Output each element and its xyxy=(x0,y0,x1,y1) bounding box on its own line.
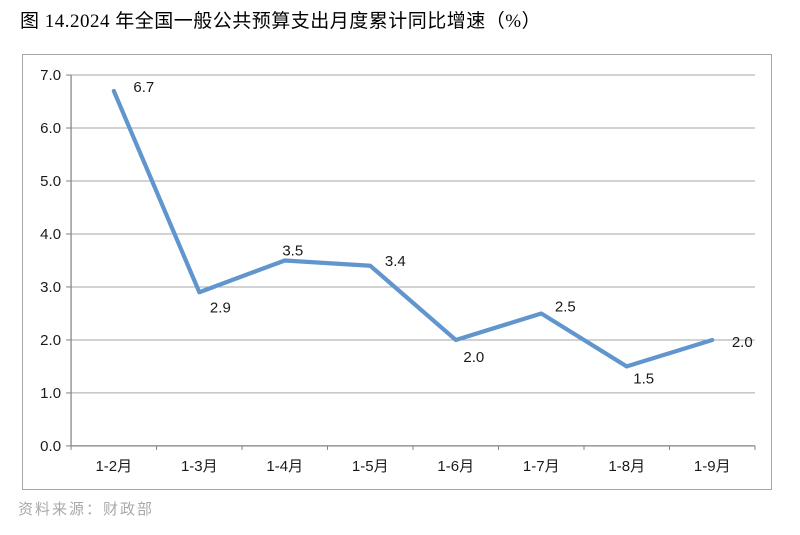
svg-text:6.7: 6.7 xyxy=(133,79,154,96)
svg-text:6.0: 6.0 xyxy=(40,120,61,137)
svg-text:1.0: 1.0 xyxy=(40,385,61,402)
svg-text:1-8月: 1-8月 xyxy=(608,458,645,475)
gridlines xyxy=(71,74,755,394)
svg-text:1-7月: 1-7月 xyxy=(523,458,560,475)
svg-text:2.0: 2.0 xyxy=(40,332,61,349)
svg-text:5.0: 5.0 xyxy=(40,173,61,190)
svg-text:3.4: 3.4 xyxy=(385,253,406,270)
series-line xyxy=(111,88,715,369)
chart-title: 图 14.2024 年全国一般公共预算支出月度累计同比增速（%） xyxy=(20,11,542,32)
svg-text:2.5: 2.5 xyxy=(555,298,576,315)
svg-text:2.0: 2.0 xyxy=(463,349,484,366)
y-axis: 0.0 1.0 2.0 3.0 4.0 5.0 6.0 7.0 xyxy=(40,67,72,455)
data-labels: 6.7 2.9 3.5 3.4 2.0 2.5 1.5 2.0 xyxy=(133,79,752,387)
svg-text:2.9: 2.9 xyxy=(210,299,231,316)
svg-text:3.5: 3.5 xyxy=(282,242,303,259)
svg-text:1-2月: 1-2月 xyxy=(95,458,132,475)
svg-text:1-3月: 1-3月 xyxy=(181,458,218,475)
source-note: 资料来源：财政部 xyxy=(18,502,155,518)
svg-text:7.0: 7.0 xyxy=(40,67,61,84)
line-chart: 0.0 1.0 2.0 3.0 4.0 5.0 6.0 7.0 1-2月 1-3月 1-4月 1-5月… xyxy=(40,67,756,475)
svg-text:2.0: 2.0 xyxy=(732,334,753,351)
svg-text:4.0: 4.0 xyxy=(40,226,61,243)
svg-text:1-4月: 1-4月 xyxy=(266,458,303,475)
chart-frame: 0.0 1.0 2.0 3.0 4.0 5.0 6.0 7.0 1-2月 1-3月 1-4月 1-5月… xyxy=(22,54,772,490)
svg-text:1-5月: 1-5月 xyxy=(352,458,389,475)
svg-text:3.0: 3.0 xyxy=(40,279,61,296)
svg-text:1.5: 1.5 xyxy=(633,370,654,387)
x-axis: 1-2月 1-3月 1-4月 1-5月 1-6月 1-7月 1-8月 1-9月 xyxy=(70,445,756,475)
svg-text:1-9月: 1-9月 xyxy=(694,458,731,475)
svg-text:1-6月: 1-6月 xyxy=(437,458,474,475)
svg-text:0.0: 0.0 xyxy=(40,438,61,455)
